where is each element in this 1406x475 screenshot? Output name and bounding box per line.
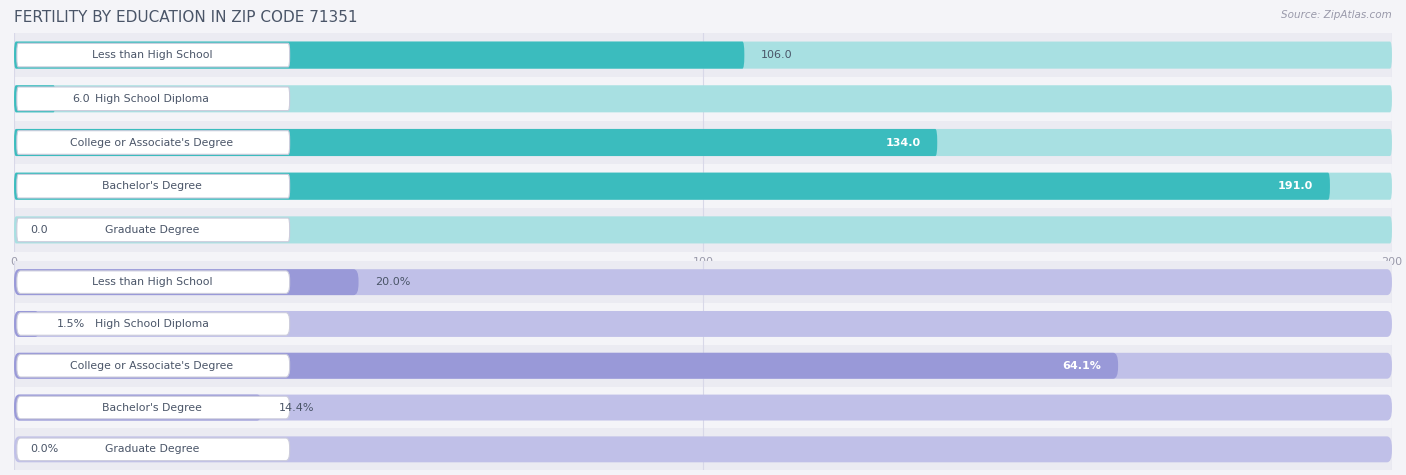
- Text: College or Associate's Degree: College or Associate's Degree: [70, 137, 233, 148]
- FancyBboxPatch shape: [14, 395, 1392, 420]
- Text: Bachelor's Degree: Bachelor's Degree: [101, 181, 202, 191]
- Text: College or Associate's Degree: College or Associate's Degree: [70, 361, 233, 371]
- Text: 0.0%: 0.0%: [31, 444, 59, 455]
- Bar: [14, 345, 1392, 387]
- FancyBboxPatch shape: [17, 313, 290, 335]
- Text: 106.0: 106.0: [761, 50, 793, 60]
- Text: 64.1%: 64.1%: [1063, 361, 1101, 371]
- Bar: [14, 121, 1392, 164]
- FancyBboxPatch shape: [17, 218, 290, 242]
- Text: Graduate Degree: Graduate Degree: [104, 444, 200, 455]
- FancyBboxPatch shape: [14, 269, 1392, 295]
- FancyBboxPatch shape: [17, 271, 290, 294]
- Text: High School Diploma: High School Diploma: [96, 94, 208, 104]
- FancyBboxPatch shape: [14, 437, 1392, 462]
- FancyBboxPatch shape: [17, 354, 290, 377]
- Text: FERTILITY BY EDUCATION IN ZIP CODE 71351: FERTILITY BY EDUCATION IN ZIP CODE 71351: [14, 10, 357, 25]
- Bar: [14, 387, 1392, 428]
- Bar: [14, 261, 1392, 303]
- Text: 6.0: 6.0: [72, 94, 90, 104]
- FancyBboxPatch shape: [14, 353, 1392, 379]
- Text: 134.0: 134.0: [886, 137, 921, 148]
- Text: Graduate Degree: Graduate Degree: [104, 225, 200, 235]
- FancyBboxPatch shape: [17, 396, 290, 419]
- Text: 191.0: 191.0: [1278, 181, 1313, 191]
- Text: 1.5%: 1.5%: [56, 319, 84, 329]
- FancyBboxPatch shape: [17, 43, 290, 67]
- FancyBboxPatch shape: [14, 311, 1392, 337]
- FancyBboxPatch shape: [14, 172, 1392, 200]
- FancyBboxPatch shape: [14, 395, 262, 420]
- FancyBboxPatch shape: [14, 129, 1392, 156]
- Text: Source: ZipAtlas.com: Source: ZipAtlas.com: [1281, 10, 1392, 19]
- FancyBboxPatch shape: [14, 172, 1330, 200]
- Text: 20.0%: 20.0%: [375, 277, 411, 287]
- Bar: [14, 77, 1392, 121]
- FancyBboxPatch shape: [14, 269, 359, 295]
- FancyBboxPatch shape: [14, 216, 1392, 244]
- FancyBboxPatch shape: [17, 438, 290, 461]
- Bar: [14, 303, 1392, 345]
- FancyBboxPatch shape: [14, 129, 938, 156]
- Text: High School Diploma: High School Diploma: [96, 319, 208, 329]
- Text: 14.4%: 14.4%: [278, 402, 314, 413]
- FancyBboxPatch shape: [17, 131, 290, 154]
- FancyBboxPatch shape: [14, 311, 39, 337]
- FancyBboxPatch shape: [14, 41, 1392, 69]
- Bar: [14, 164, 1392, 208]
- FancyBboxPatch shape: [14, 85, 1392, 113]
- FancyBboxPatch shape: [17, 87, 290, 111]
- FancyBboxPatch shape: [14, 85, 55, 113]
- Text: Less than High School: Less than High School: [91, 277, 212, 287]
- Bar: [14, 33, 1392, 77]
- FancyBboxPatch shape: [14, 41, 744, 69]
- FancyBboxPatch shape: [17, 174, 290, 198]
- Bar: [14, 208, 1392, 252]
- Text: Less than High School: Less than High School: [91, 50, 212, 60]
- Text: 0.0: 0.0: [31, 225, 48, 235]
- Bar: [14, 428, 1392, 470]
- FancyBboxPatch shape: [14, 353, 1118, 379]
- Text: Bachelor's Degree: Bachelor's Degree: [101, 402, 202, 413]
